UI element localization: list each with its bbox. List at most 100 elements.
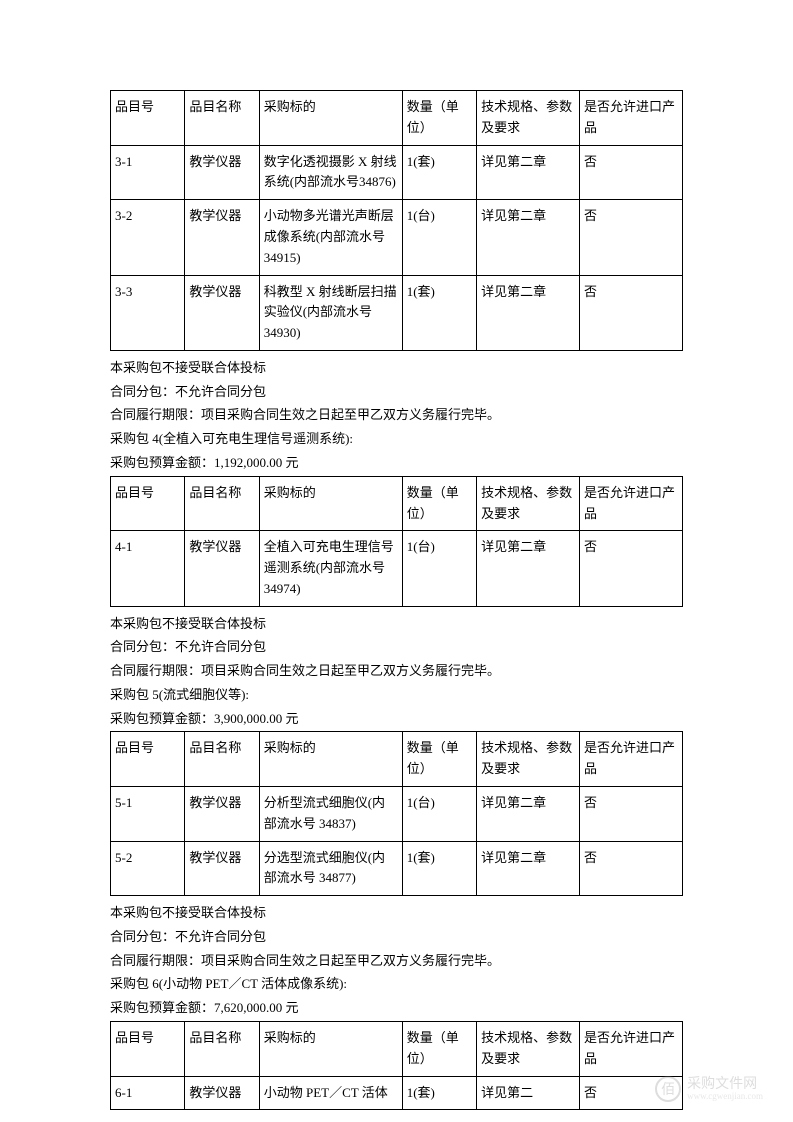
table-cell: 分析型流式细胞仪(内部流水号 34837) [259,787,402,842]
table-cell: 否 [580,787,683,842]
procurement-table: 品目号品目名称采购标的数量（单位）技术规格、参数及要求是否允许进口产品6-1教学… [110,1021,683,1110]
table-cell: 教学仪器 [185,1076,259,1110]
table-cell: 教学仪器 [185,275,259,350]
watermark-icon: 佰 [655,1076,681,1102]
table-header-cell: 采购标的 [259,732,402,787]
table-cell: 全植入可充电生理信号遥测系统(内部流水号 34974) [259,531,402,606]
table-header-cell: 品目名称 [185,91,259,146]
table-row: 4-1教学仪器全植入可充电生理信号遥测系统(内部流水号 34974)1(台)详见… [111,531,683,606]
note-line: 采购包预算金额：3,900,000.00 元 [110,708,683,731]
table-header-row: 品目号品目名称采购标的数量（单位）技术规格、参数及要求是否允许进口产品 [111,1021,683,1076]
table-cell: 5-1 [111,787,185,842]
note-line: 采购包 5(流式细胞仪等): [110,684,683,707]
table-row: 6-1教学仪器小动物 PET／CT 活体1(套)详见第二否 [111,1076,683,1110]
note-line: 采购包 6(小动物 PET／CT 活体成像系统): [110,973,683,996]
table-cell: 否 [580,841,683,896]
table-header-cell: 技术规格、参数及要求 [477,732,580,787]
table-header-cell: 技术规格、参数及要求 [477,1021,580,1076]
table-cell: 详见第二章 [477,787,580,842]
table-cell: 否 [580,275,683,350]
table-cell: 6-1 [111,1076,185,1110]
table-header-cell: 采购标的 [259,1021,402,1076]
watermark-main: 采购文件网 [687,1076,763,1091]
note-line: 本采购包不接受联合体投标 [110,357,683,380]
table-cell: 5-2 [111,841,185,896]
table-header-cell: 是否允许进口产品 [580,732,683,787]
table-cell: 否 [580,531,683,606]
table-cell: 1(套) [402,1076,476,1110]
table-header-cell: 是否允许进口产品 [580,1021,683,1076]
table-cell: 4-1 [111,531,185,606]
table-header-cell: 数量（单位） [402,476,476,531]
table-row: 3-3教学仪器科教型 X 射线断层扫描实验仪(内部流水号34930)1(套)详见… [111,275,683,350]
table-cell: 3-2 [111,200,185,275]
note-line: 合同履行期限：项目采购合同生效之日起至甲乙双方义务履行完毕。 [110,950,683,973]
note-line: 合同分包：不允许合同分包 [110,926,683,949]
table-row: 5-2教学仪器分选型流式细胞仪(内部流水号 34877)1(套)详见第二章否 [111,841,683,896]
table-header-cell: 品目名称 [185,1021,259,1076]
watermark-text: 采购文件网 www.cgwenjian.com [687,1076,763,1101]
table-cell: 教学仪器 [185,531,259,606]
table-cell: 1(套) [402,145,476,200]
note-line: 本采购包不接受联合体投标 [110,902,683,925]
note-line: 合同履行期限：项目采购合同生效之日起至甲乙双方义务履行完毕。 [110,660,683,683]
table-cell: 详见第二 [477,1076,580,1110]
table-cell: 教学仪器 [185,200,259,275]
table-header-row: 品目号品目名称采购标的数量（单位）技术规格、参数及要求是否允许进口产品 [111,91,683,146]
note-line: 合同分包：不允许合同分包 [110,636,683,659]
table-header-cell: 品目号 [111,1021,185,1076]
table-cell: 小动物多光谱光声断层成像系统(内部流水号 34915) [259,200,402,275]
table-header-cell: 数量（单位） [402,732,476,787]
table-header-cell: 品目名称 [185,476,259,531]
table-header-row: 品目号品目名称采购标的数量（单位）技术规格、参数及要求是否允许进口产品 [111,476,683,531]
table-cell: 3-1 [111,145,185,200]
table-header-cell: 品目号 [111,732,185,787]
note-line: 合同履行期限：项目采购合同生效之日起至甲乙双方义务履行完毕。 [110,404,683,427]
table-header-cell: 技术规格、参数及要求 [477,476,580,531]
table-cell: 1(套) [402,275,476,350]
table-row: 3-1教学仪器数字化透视摄影 X 射线系统(内部流水号34876)1(套)详见第… [111,145,683,200]
table-cell: 详见第二章 [477,200,580,275]
watermark-sub: www.cgwenjian.com [687,1092,763,1102]
table-cell: 详见第二章 [477,145,580,200]
table-cell: 否 [580,200,683,275]
table-cell: 教学仪器 [185,145,259,200]
table-header-cell: 采购标的 [259,91,402,146]
table-header-cell: 是否允许进口产品 [580,91,683,146]
procurement-table: 品目号品目名称采购标的数量（单位）技术规格、参数及要求是否允许进口产品4-1教学… [110,476,683,607]
note-line: 合同分包：不允许合同分包 [110,381,683,404]
table-cell: 1(套) [402,841,476,896]
table-cell: 教学仪器 [185,787,259,842]
table-cell: 教学仪器 [185,841,259,896]
note-line: 本采购包不接受联合体投标 [110,613,683,636]
procurement-table: 品目号品目名称采购标的数量（单位）技术规格、参数及要求是否允许进口产品5-1教学… [110,731,683,896]
table-cell: 数字化透视摄影 X 射线系统(内部流水号34876) [259,145,402,200]
table-cell: 否 [580,145,683,200]
table-cell: 详见第二章 [477,531,580,606]
table-cell: 1(台) [402,787,476,842]
table-cell: 详见第二章 [477,275,580,350]
table-header-cell: 品目号 [111,476,185,531]
table-cell: 分选型流式细胞仪(内部流水号 34877) [259,841,402,896]
table-row: 5-1教学仪器分析型流式细胞仪(内部流水号 34837)1(台)详见第二章否 [111,787,683,842]
table-header-cell: 品目号 [111,91,185,146]
table-cell: 小动物 PET／CT 活体 [259,1076,402,1110]
table-header-cell: 是否允许进口产品 [580,476,683,531]
procurement-table: 品目号品目名称采购标的数量（单位）技术规格、参数及要求是否允许进口产品3-1教学… [110,90,683,351]
table-cell: 详见第二章 [477,841,580,896]
document-content: 品目号品目名称采购标的数量（单位）技术规格、参数及要求是否允许进口产品3-1教学… [110,90,683,1110]
table-cell: 1(台) [402,200,476,275]
table-header-cell: 数量（单位） [402,91,476,146]
table-cell: 1(台) [402,531,476,606]
table-header-cell: 技术规格、参数及要求 [477,91,580,146]
table-header-cell: 品目名称 [185,732,259,787]
note-line: 采购包预算金额：1,192,000.00 元 [110,452,683,475]
table-header-row: 品目号品目名称采购标的数量（单位）技术规格、参数及要求是否允许进口产品 [111,732,683,787]
watermark: 佰 采购文件网 www.cgwenjian.com [655,1076,763,1102]
table-row: 3-2教学仪器小动物多光谱光声断层成像系统(内部流水号 34915)1(台)详见… [111,200,683,275]
table-header-cell: 采购标的 [259,476,402,531]
table-header-cell: 数量（单位） [402,1021,476,1076]
table-cell: 3-3 [111,275,185,350]
note-line: 采购包预算金额：7,620,000.00 元 [110,997,683,1020]
table-cell: 科教型 X 射线断层扫描实验仪(内部流水号34930) [259,275,402,350]
